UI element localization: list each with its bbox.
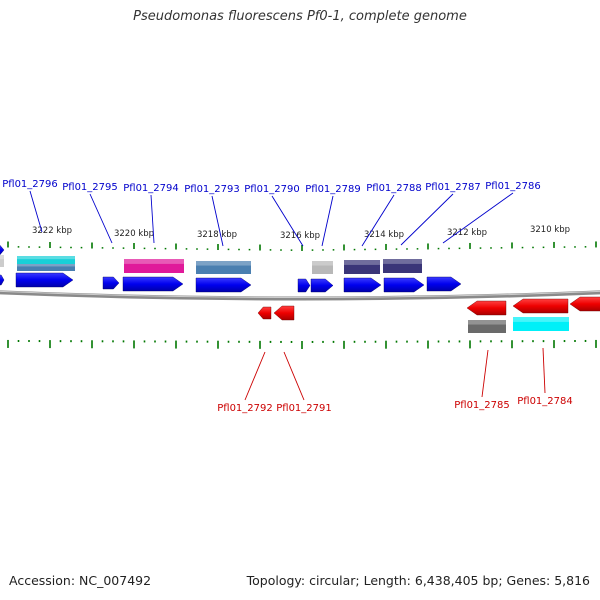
gene-label-forward[interactable]: Pfl01_2789 <box>305 184 361 195</box>
feature-block[interactable] <box>124 259 184 273</box>
feature-block-shine <box>17 264 75 267</box>
gene-label-forward[interactable]: Pfl01_2794 <box>123 183 179 194</box>
feature-block[interactable] <box>513 317 569 331</box>
callout-leader <box>89 193 113 244</box>
feature-block[interactable] <box>17 256 75 265</box>
scale-labels: 3222 kbp 3220 kbp 3218 kbp 3216 kbp 3214 kbp… <box>32 225 570 241</box>
map-title: Pseudomonas fluorescens Pf0-1, complete … <box>133 9 467 24</box>
callout-leader <box>400 193 454 246</box>
gene-label-forward[interactable]: Pfl01_2793 <box>184 184 240 195</box>
scale-ticks-forward <box>7 241 597 251</box>
cds-forward-arrow[interactable] <box>426 276 462 292</box>
gene-label-reverse[interactable]: Pfl01_2785 <box>454 400 510 411</box>
scale-label: 3210 kbp <box>530 225 570 235</box>
cds-forward-arrow[interactable] <box>343 277 382 293</box>
cds-forward-arrow[interactable] <box>195 277 252 293</box>
gene-label-reverse[interactable]: Pfl01_2784 <box>517 396 573 407</box>
feature-block-shine <box>124 259 184 264</box>
cds-reverse-arrow[interactable] <box>257 306 272 320</box>
gene-label-forward[interactable]: Pfl01_2796 <box>2 179 58 190</box>
feature-block[interactable] <box>0 255 4 267</box>
feature-block[interactable] <box>383 259 422 273</box>
callout-leader <box>29 190 43 233</box>
callout-leader <box>271 195 304 247</box>
scale-label: 3220 kbp <box>114 229 154 239</box>
cds-forward-arrow[interactable] <box>122 276 184 292</box>
cds-reverse-arrow[interactable] <box>466 300 507 316</box>
scale-label: 3214 kbp <box>364 230 404 240</box>
gene-label-forward[interactable]: Pfl01_2795 <box>62 182 118 193</box>
cds-forward-arrow[interactable] <box>102 276 120 290</box>
genome-backbone-highlight <box>0 290 600 298</box>
cds-reverse-arrow[interactable] <box>273 305 295 321</box>
feature-block-shine <box>468 320 506 325</box>
accession-text: Accession: NC_007492 <box>9 573 152 588</box>
callout-leader <box>244 351 266 401</box>
cds-forward-arrow[interactable] <box>15 272 74 288</box>
scale-label: 3222 kbp <box>32 226 72 236</box>
feature-block-shine <box>17 256 75 260</box>
feature-block-shine <box>0 255 4 260</box>
feature-block[interactable] <box>344 260 380 274</box>
gene-label-forward[interactable]: Pfl01_2787 <box>425 182 481 193</box>
callout-leader <box>283 351 305 401</box>
callout-leader <box>442 192 514 244</box>
cds-forward-arrow[interactable] <box>0 244 5 256</box>
feature-block-shine <box>196 261 251 266</box>
cds-reverse-arrow[interactable] <box>512 298 569 314</box>
gene-callouts: Pfl01_2796 Pfl01_2795 Pfl01_2794 Pfl01_2793… <box>2 179 573 414</box>
feature-block[interactable] <box>312 261 333 274</box>
cds-forward-arrow[interactable] <box>310 278 334 293</box>
feature-block-shine <box>383 259 422 264</box>
scale-label: 3212 kbp <box>447 228 487 238</box>
feature-block-shine <box>312 261 333 266</box>
callout-leader <box>542 347 546 394</box>
cds-forward-arrow[interactable] <box>297 278 311 293</box>
genome-backbone <box>0 290 600 301</box>
gene-label-reverse[interactable]: Pfl01_2792 <box>217 403 273 414</box>
gene-label-forward[interactable]: Pfl01_2790 <box>244 184 300 195</box>
scale-label: 3216 kbp <box>280 231 320 241</box>
feature-block[interactable] <box>468 320 506 333</box>
topology-text: Topology: circular; Length: 6,438,405 bp… <box>246 573 590 588</box>
feature-block-shine <box>513 317 569 322</box>
callout-leader <box>150 194 155 244</box>
feature-block[interactable] <box>196 261 251 274</box>
callout-leader <box>211 195 224 247</box>
callout-leader <box>481 349 489 398</box>
cds-forward-arrow[interactable] <box>0 274 5 286</box>
callout-leader <box>321 195 334 247</box>
scale-label: 3218 kbp <box>197 230 237 240</box>
callout-leader <box>361 194 395 247</box>
scale-ticks-reverse <box>7 339 597 349</box>
gene-label-reverse[interactable]: Pfl01_2791 <box>276 403 332 414</box>
cds-reverse-arrow[interactable] <box>569 296 600 312</box>
feature-block[interactable] <box>17 264 75 271</box>
gene-label-forward[interactable]: Pfl01_2786 <box>485 181 541 192</box>
gene-features <box>0 244 600 333</box>
feature-block-shine <box>344 260 380 265</box>
cds-forward-arrow[interactable] <box>383 277 425 293</box>
gene-label-forward[interactable]: Pfl01_2788 <box>366 183 422 194</box>
